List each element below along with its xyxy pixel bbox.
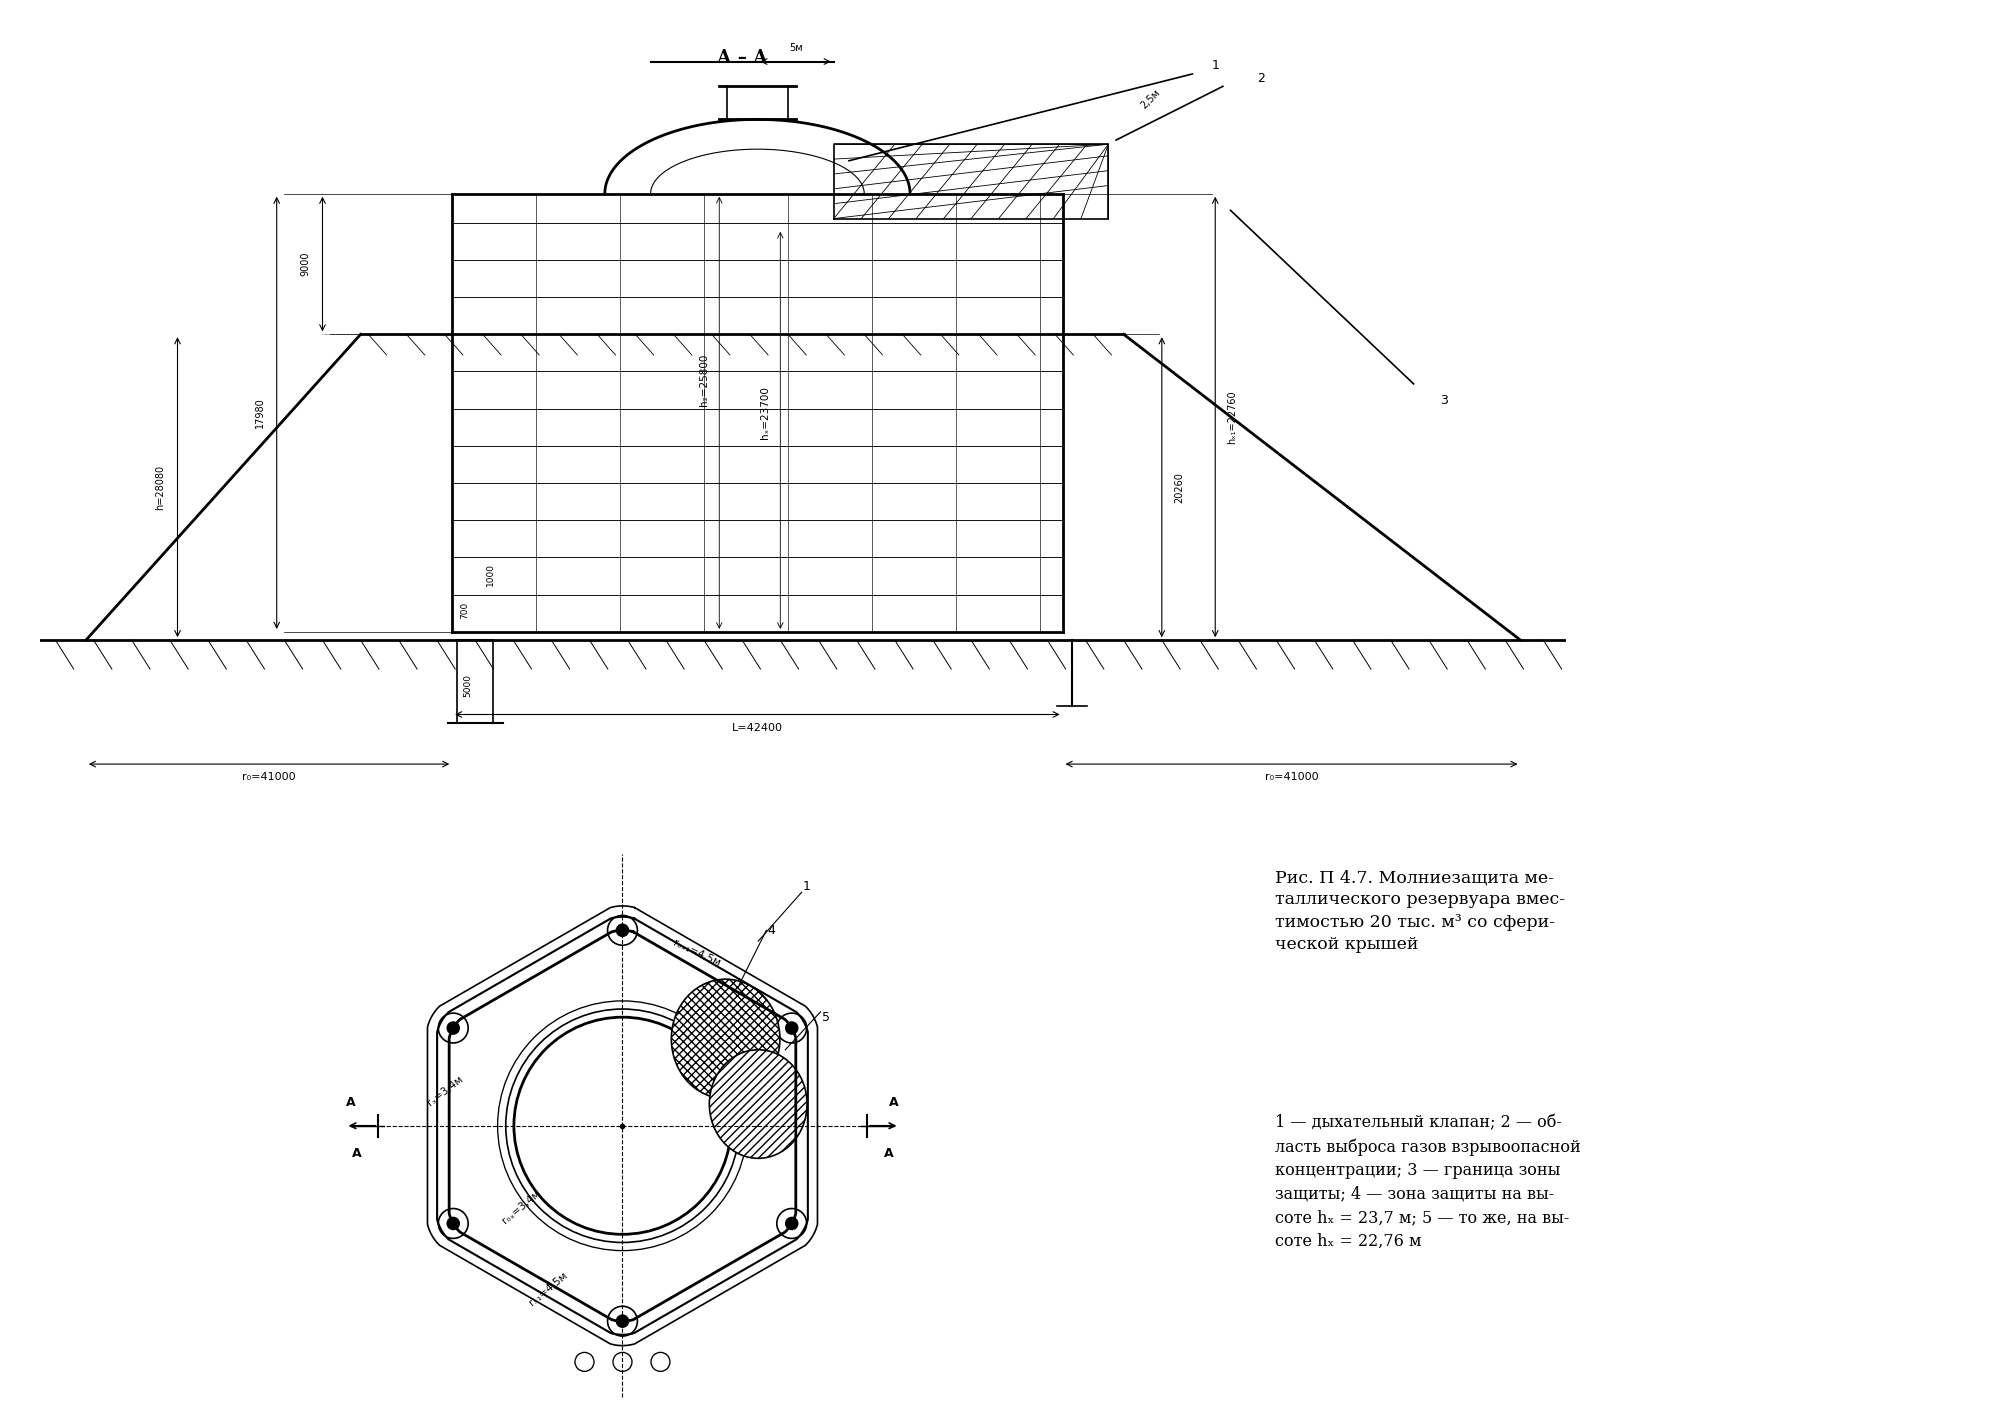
- Circle shape: [616, 923, 628, 938]
- Ellipse shape: [670, 979, 779, 1099]
- Text: rₓ₁=4,5м: rₓ₁=4,5м: [528, 1270, 570, 1307]
- Text: А: А: [889, 1096, 899, 1110]
- Ellipse shape: [708, 1050, 807, 1159]
- Text: 4: 4: [767, 923, 775, 936]
- Text: 1000: 1000: [486, 563, 494, 587]
- Text: hₓ=23700: hₓ=23700: [761, 386, 769, 439]
- Circle shape: [616, 1314, 628, 1328]
- Text: 2,5м: 2,5м: [1138, 88, 1162, 111]
- Text: r₀=41000: r₀=41000: [243, 772, 295, 782]
- Text: 1: 1: [1210, 60, 1218, 73]
- Text: А: А: [883, 1147, 893, 1160]
- Text: 5: 5: [821, 1010, 829, 1023]
- Text: h=28080: h=28080: [155, 465, 165, 510]
- Text: Рис. П 4.7. Молниезащита ме-
таллического резервуара вмес-
тимостью 20 тыс. м³ с: Рис. П 4.7. Молниезащита ме- таллическог…: [1274, 869, 1563, 953]
- Text: А: А: [351, 1147, 361, 1160]
- Circle shape: [785, 1022, 799, 1035]
- Circle shape: [446, 1217, 460, 1230]
- Text: 17980: 17980: [255, 398, 265, 428]
- Text: h₂=25800: h₂=25800: [698, 353, 708, 406]
- Text: А – А: А – А: [716, 48, 767, 67]
- Text: 1: 1: [803, 881, 811, 893]
- Text: 2: 2: [1256, 71, 1264, 84]
- Text: r₀ₓ=3,4м: r₀ₓ=3,4м: [500, 1188, 542, 1226]
- Text: 5м: 5м: [789, 43, 803, 53]
- Text: r₀=41000: r₀=41000: [1264, 772, 1319, 782]
- Text: 700: 700: [460, 603, 470, 620]
- Text: 9000: 9000: [301, 252, 311, 276]
- Text: rₓ=3,4м: rₓ=3,4м: [425, 1073, 466, 1107]
- Text: rₒₓ₁=4,5м: rₒₓ₁=4,5м: [670, 938, 721, 969]
- Text: 20260: 20260: [1174, 472, 1184, 503]
- Circle shape: [785, 1217, 799, 1230]
- Text: 5000: 5000: [464, 674, 472, 697]
- Text: А: А: [345, 1096, 355, 1110]
- Text: 1 — дыхательный клапан; 2 — об-
ласть выброса газов взрывоопасной
концентрации; : 1 — дыхательный клапан; 2 — об- ласть вы…: [1274, 1114, 1580, 1250]
- Text: L=42400: L=42400: [733, 722, 783, 732]
- Circle shape: [446, 1022, 460, 1035]
- Text: 3: 3: [1439, 393, 1447, 408]
- Text: hₓ₁=22760: hₓ₁=22760: [1226, 390, 1236, 443]
